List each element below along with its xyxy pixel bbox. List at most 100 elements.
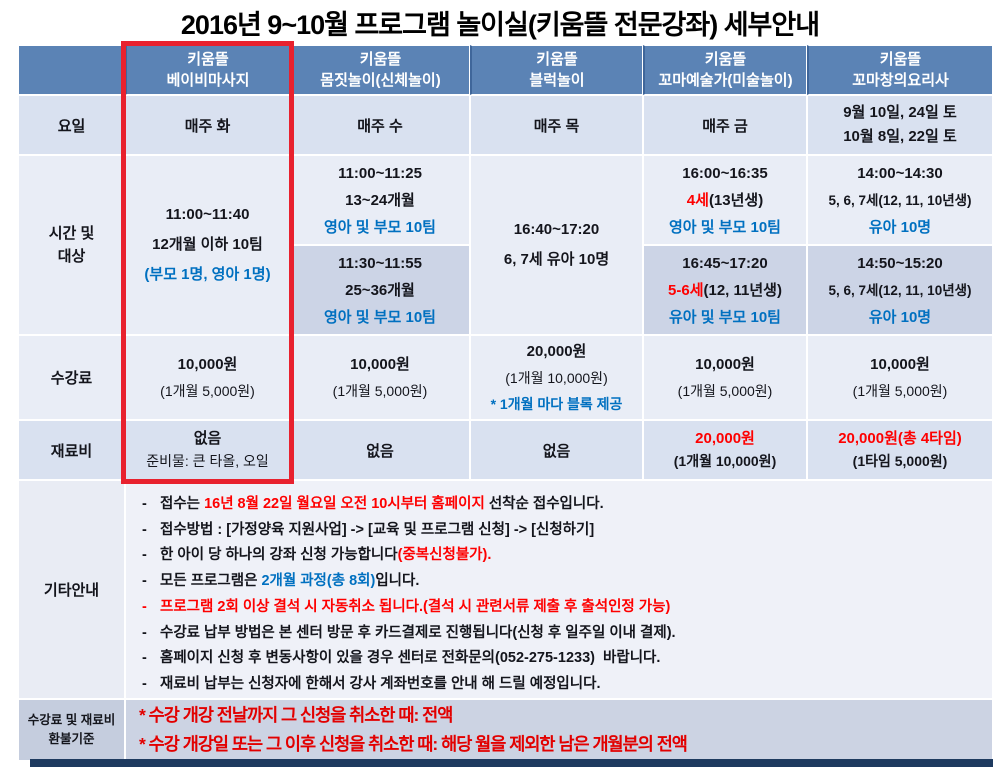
bullet-text: 재료비 납부는 신청자에 한해서 강사 계좌번호를 안내 해 드릴 예정입니다. [160,675,601,692]
misc-bullet: - 프로그램 2회 이상 결석 시 자동취소 됩니다.(결석 시 관련서류 제출 … [142,598,671,615]
material-little-artist: 20,000원 (1개월 10,000원) [643,420,807,480]
schedule-target: 6, 7세 유아 10명 [503,251,610,268]
schedule-little-chef-slot1: 14:00~14:30 5, 6, 7세(12, 11, 10년생) 유아 10… [807,155,993,245]
schedule-time: 16:00~16:35 [682,164,768,182]
schedule-note: 영아 및 부모 10팀 [669,218,781,236]
material-row: 재료비 없음 준비물: 큰 타올, 오일 없음 없음 20,000원 (1개월 … [18,420,993,480]
bullet-text: 접수방법 : [가정양육 지원사업] -> [교육 및 프로그램 신청] -> … [160,521,595,538]
schedule-row-top: 시간 및 대상 11:00~11:40 12개월 이하 10팀 (부모 1명, … [18,155,993,335]
fee-little-chef: 10,000원 (1개월 5,000원) [807,335,993,420]
schedule-note: 유아 10명 [868,308,932,326]
row-label-misc: 기타안내 [18,480,125,699]
program-brand: 키움뜰 [536,51,578,68]
bullet-text: 홈페이지 신청 후 변동사항이 있을 경우 센터로 전화문의(052-275-1… [160,650,661,667]
misc-bullet: - 모든 프로그램은 2개월 과정(총 8회)입니다. [142,573,420,590]
bullet-text-red: 프로그램 2회 이상 결석 시 자동취소 됩니다.(결석 시 관련서류 제출 후… [160,598,671,615]
material-little-chef: 20,000원(총 4타임) (1타임 5,000원) [807,420,993,480]
day-little-artist: 매주 금 [643,95,807,155]
bullet-text: 접수는 [160,496,205,512]
fee-main: 10,000원 [350,355,410,373]
material-baby-massage: 없음 준비물: 큰 타올, 오일 [125,420,290,480]
row-label-refund: 수강료 및 재료비 환불기준 [18,698,125,761]
schedule-time: 14:50~15:20 [857,254,943,272]
schedule-row-bottom: 11:30~11:55 25~36개월 영아 및 부모 10팀 16:45~17… [18,245,993,335]
fee-main: 10,000원 [695,355,755,373]
fee-baby-massage: 10,000원 (1개월 5,000원) [125,335,290,420]
fee-main: 10,000원 [177,355,238,373]
schedule-time: 16:45~17:20 [682,254,768,272]
day-block-play: 매주 목 [470,95,643,155]
page-title: 2016년 9~10월 프로그램 놀이실(키움뜰 전문강좌) 세부안내 [180,10,820,40]
program-brand: 키움뜰 [359,51,402,68]
bullet-text-red: 16년 8월 22일 월요일 오전 10시부터 홈페이지 [204,496,485,512]
schedule-note: 유아 및 부모 10팀 [669,308,781,326]
schedule-time: 16:40~17:20 [513,221,600,238]
schedule-target: 25~36개월 [345,281,415,299]
age-red: 5-6세 [668,281,704,299]
refund-content-cell: * 수강 개강 전날까지 그 신청을 취소한 때: 전액 * 수강 개강일 또는… [125,698,993,761]
header-block-play: 키움뜰 블럭놀이 [470,45,643,95]
fee-block-play: 20,000원 (1개월 10,000원) * 1개월 마다 블록 제공 [470,335,643,420]
fee-sub: (1개월 10,000원) [505,369,608,386]
schedule-time: 11:30~11:55 [338,254,422,272]
schedule-time: 14:00~14:30 [857,164,943,182]
program-name: 몸짓놀이(신체놀이) [320,72,441,89]
misc-bullet-list: - 접수는 16년 8월 22일 월요일 오전 10시부터 홈페이지 선착순 접수… [139,492,986,698]
fee-row: 수강료 10,000원 (1개월 5,000원) 10,000원 (1개월 5,… [18,335,993,420]
day-row: 요일 매주 화 매주 수 매주 목 매주 금 9월 10일, 24일 토 10월… [18,95,993,155]
misc-bullet: -한 아이 당 하나의 강좌 신청 가능합니다(중복신청불가). [142,547,492,564]
schedule-little-artist-slot2: 16:45~17:20 5-6세(12, 11년생) 유아 및 부모 10팀 [643,245,807,335]
schedule-note: 영아 및 부모 10팀 [324,218,436,236]
material-sub: (1타임 5,000원) [852,453,948,469]
schedule-target: 5, 6, 7세(12, 11, 10년생) [828,282,972,298]
row-label-material: 재료비 [18,420,125,480]
bullet-text: 수강료 납부 방법은 본 센터 방문 후 카드결제로 진행됩니다(신청 후 일주… [160,624,676,641]
header-little-artist: 키움뜰 꼬마예술가(미술놀이) [643,45,807,95]
row-label-fee: 수강료 [18,335,125,420]
fee-sub: (1개월 5,000원) [852,382,948,399]
misc-bullet: - 재료비 납부는 신청자에 한해서 강사 계좌번호를 안내 해 드릴 예정입니다… [142,675,601,692]
age-rest: (13년생) [708,191,764,209]
header-body-play: 키움뜰 몸짓놀이(신체놀이) [290,45,470,95]
material-body-play: 없음 [290,420,470,480]
material-block-play: 없음 [470,420,643,480]
schedule-little-artist-slot1: 16:00~16:35 4세(13년생) 영아 및 부모 10팀 [643,155,807,245]
row-label-day: 요일 [18,95,125,155]
day-line: 10월 8일, 22일 토 [843,128,957,145]
program-name: 꼬마예술가(미술놀이) [658,72,793,89]
fee-sub: (1개월 5,000원) [677,382,773,399]
age-rest: (12, 11년생) [703,281,782,299]
program-brand: 키움뜰 [704,51,747,68]
schedule-time: 11:00~11:40 [165,206,250,223]
schedule-target: 5-6세(12, 11년생) [644,277,806,304]
day-line: 9월 10일, 24일 토 [843,104,957,121]
misc-bullet: - 홈페이지 신청 후 변동사항이 있을 경우 센터로 전화문의(052-275-… [142,650,661,667]
schedule-note: 유아 10명 [868,218,932,236]
schedule-block-play: 16:40~17:20 6, 7세 유아 10명 [470,155,643,335]
bullet-text: 한 아이 당 하나의 강좌 신청 가능합니다 [160,547,398,564]
misc-row: 기타안내 - 접수는 16년 8월 22일 월요일 오전 10시부터 홈페이지 선… [18,480,993,699]
refund-rule: * 수강 개강일 또는 그 이후 신청을 취소한 때: 해당 월을 제외한 남은… [139,733,688,754]
program-brand: 키움뜰 [879,51,922,68]
day-body-play: 매주 수 [290,95,470,155]
schedule-target: 12개월 이하 10팀 [152,236,263,253]
bullet-text-red: (중복신청불가). [397,547,492,564]
schedule-target: 5, 6, 7세(12, 11, 10년생) [828,192,972,208]
schedule-target: 13~24개월 [345,191,415,209]
schedule-target: 4세(13년생) [644,187,806,214]
fee-body-play: 10,000원 (1개월 5,000원) [290,335,470,420]
schedule-time: 11:00~11:25 [338,164,422,182]
header-corner-cell [18,45,125,95]
fee-main: 10,000원 [870,355,930,373]
program-brand: 키움뜰 [187,51,229,68]
fee-sub: (1개월 5,000원) [160,382,255,399]
refund-row: 수강료 및 재료비 환불기준 * 수강 개강 전날까지 그 신청을 취소한 때:… [18,698,993,761]
material-main: 없음 [193,430,222,447]
fee-note: * 1개월 마다 블록 제공 [490,395,623,412]
age-red: 4세 [686,191,709,209]
material-sub: 준비물: 큰 타올, 오일 [146,453,269,469]
day-baby-massage: 매주 화 [125,95,290,155]
next-table-top-edge [30,759,993,767]
bullet-text: 입니다. [375,573,420,590]
